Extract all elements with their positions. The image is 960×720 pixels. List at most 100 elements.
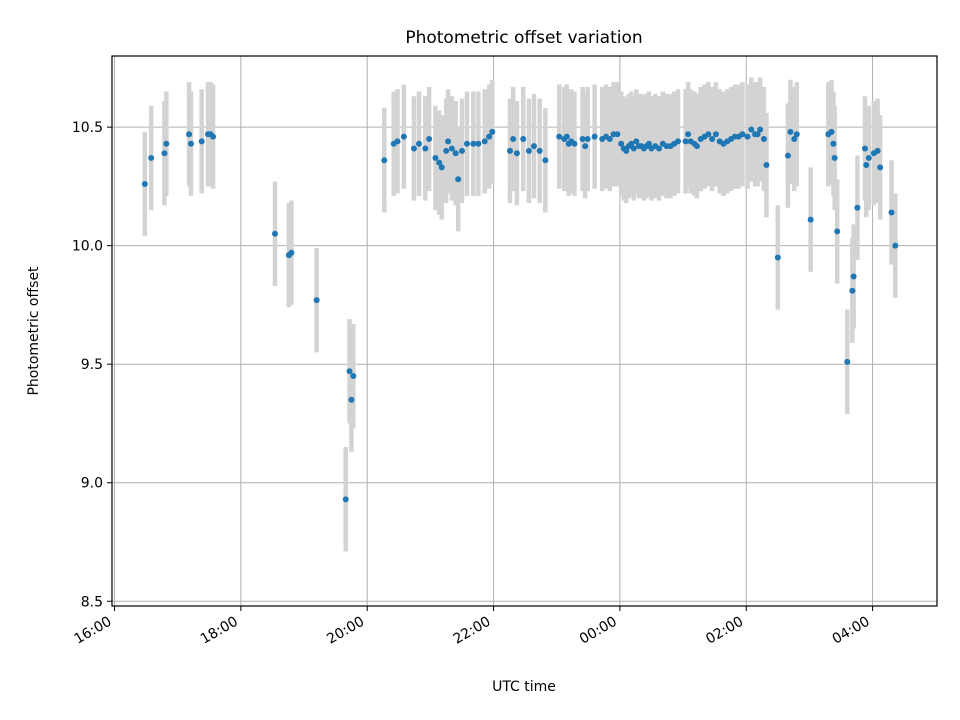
data-point [186,131,193,138]
y-tick-label: 8.5 [81,594,103,610]
data-point [438,164,445,171]
x-tick-label: 16:00 [72,614,115,648]
data-point [628,140,635,147]
data-point [489,128,496,135]
data-point [506,147,513,154]
data-point [591,133,598,140]
data-point [888,209,895,216]
data-point [210,133,217,140]
data-point [774,254,781,261]
data-point [422,145,429,152]
data-point [892,242,899,249]
data-point [831,154,838,161]
y-tick-label: 9.5 [81,357,103,373]
data-point [510,135,517,142]
data-point [470,140,477,147]
data-point [458,147,465,154]
data-point [877,164,884,171]
data-point [464,140,471,147]
chart-title: Photometric offset variation [405,28,642,48]
data-point [705,131,712,138]
data-point [757,126,764,133]
data-points [141,126,899,503]
data-point [348,396,355,403]
data-point [844,358,851,365]
data-point [486,133,493,140]
x-tick-label: 04:00 [830,614,873,648]
x-tick-label: 00:00 [577,614,620,648]
data-point [416,140,423,147]
data-point [288,249,295,256]
data-point [850,273,857,280]
data-point [760,135,767,142]
data-point [445,138,452,145]
data-point [614,131,621,138]
data-point [141,181,148,188]
data-point [198,138,205,145]
y-tick-label: 10.5 [72,120,103,136]
data-point [828,128,835,135]
data-point [571,140,578,147]
data-point [381,157,388,164]
data-point [606,135,613,142]
data-point [645,140,652,147]
data-point [342,496,349,503]
data-point [475,140,482,147]
data-point [865,154,872,161]
data-point [830,140,837,147]
data-point [436,159,443,166]
x-tick-label: 20:00 [324,614,367,648]
data-point [807,216,814,223]
data-point [536,147,543,154]
x-tick-label: 18:00 [198,614,241,648]
data-point [675,138,682,145]
data-point [582,143,589,150]
data-point [187,140,194,147]
data-point [426,135,433,142]
data-point [394,138,401,145]
data-point [579,135,586,142]
data-point [410,145,417,152]
data-point [525,147,532,154]
data-point [346,368,353,375]
y-axis-label: Photometric offset [26,266,42,396]
data-point [874,147,881,154]
data-point [448,145,455,152]
data-point [834,228,841,235]
data-point [161,150,168,157]
data-point [556,133,563,140]
data-point [861,145,868,152]
data-point [520,135,527,142]
data-point [481,138,488,145]
data-point [709,135,716,142]
data-point [656,145,663,152]
y-tick-label: 9.0 [81,476,103,492]
y-tick-label: 10.0 [72,239,103,255]
data-point [784,152,791,159]
error-bars [142,77,898,552]
data-point [744,133,751,140]
x-tick-label: 22:00 [451,614,494,648]
plot-frame [111,55,938,607]
data-point [455,176,462,183]
data-point [584,135,591,142]
data-point [313,297,320,304]
x-axis-label: UTC time [492,679,556,695]
data-point [443,147,450,154]
data-point [787,128,794,135]
data-point [400,133,407,140]
data-point [452,150,459,157]
data-point [618,140,625,147]
data-point [623,147,630,154]
data-point [849,287,856,294]
data-point [563,133,570,140]
data-point [693,143,700,150]
data-point [712,131,719,138]
data-point [271,230,278,237]
data-point [685,131,692,138]
data-point [513,150,520,157]
data-point [530,143,537,150]
data-point [793,131,800,138]
data-point [350,373,357,380]
